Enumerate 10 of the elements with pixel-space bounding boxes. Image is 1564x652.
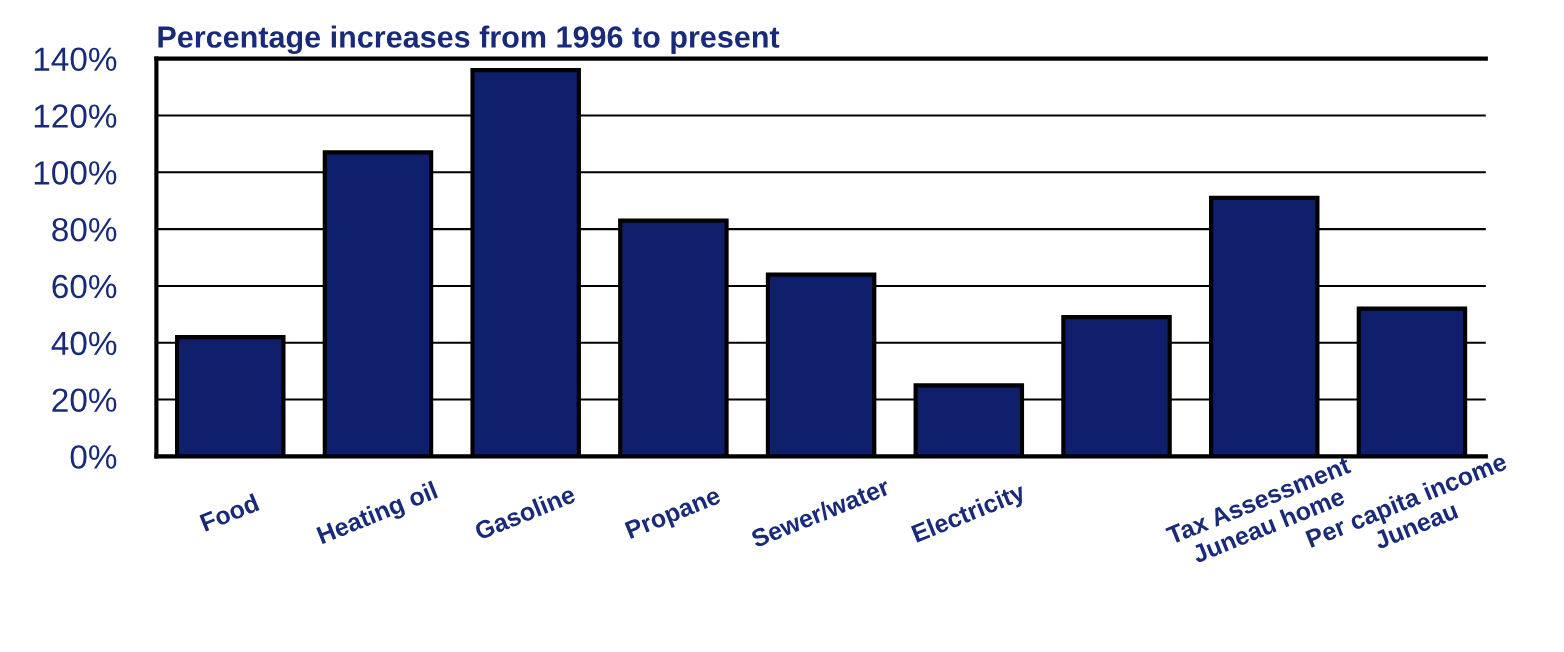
chart-title: Percentage increases from 1996 to present: [158, 25, 780, 55]
y-tick-label: 20%: [52, 388, 117, 412]
y-tick-label: 80%: [52, 217, 117, 242]
y-tick-label: 120%: [34, 104, 117, 128]
y-tick-label: 40%: [51, 331, 117, 356]
x-tick-label: Food: [199, 493, 260, 532]
y-tick-label: 0%: [70, 445, 117, 469]
y-tick-label: 140%: [34, 47, 117, 72]
y-tick-label: 100%: [34, 161, 117, 185]
y-tick-label: 60%: [52, 274, 117, 299]
